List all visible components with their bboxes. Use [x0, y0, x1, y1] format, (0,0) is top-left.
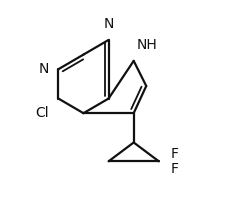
- Text: F: F: [170, 162, 178, 176]
- Text: F: F: [170, 147, 178, 161]
- Text: N: N: [103, 17, 114, 31]
- Text: N: N: [38, 62, 49, 76]
- Text: Cl: Cl: [35, 106, 49, 120]
- Text: NH: NH: [137, 38, 158, 52]
